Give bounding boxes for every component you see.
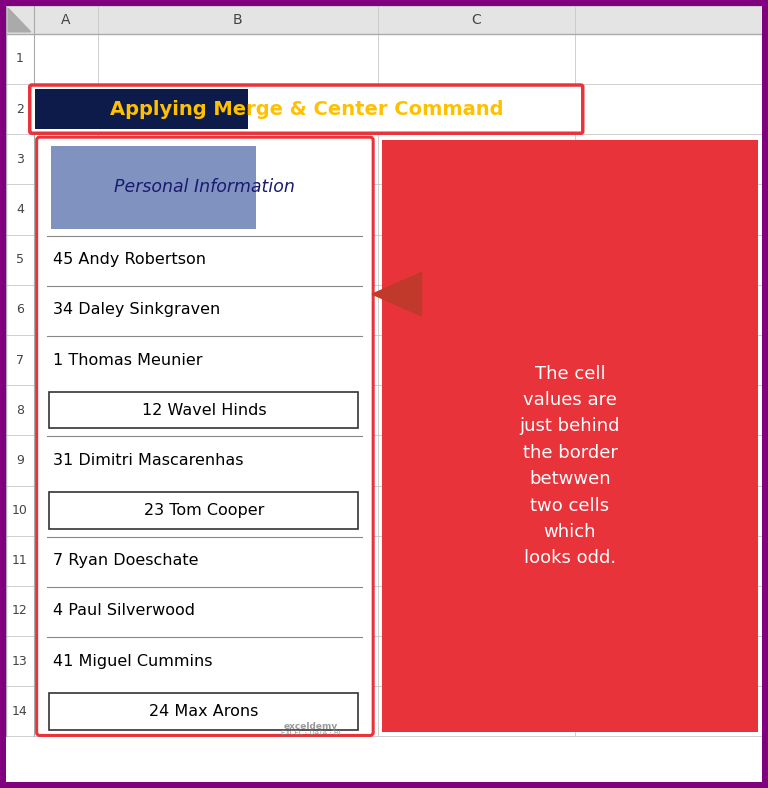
Bar (6, 84, 762, 134)
Bar (51, 146, 257, 229)
Bar (49, 392, 359, 429)
Text: 3: 3 (16, 153, 24, 165)
Bar (6, 536, 762, 586)
Text: 14: 14 (12, 704, 28, 718)
Text: exceldemy: exceldemy (284, 722, 339, 730)
Text: 41 Miguel Cummins: 41 Miguel Cummins (53, 654, 213, 669)
Text: 2: 2 (16, 102, 24, 116)
Bar (35, 89, 248, 129)
Text: 11: 11 (12, 554, 28, 567)
Text: B: B (233, 13, 243, 27)
Text: Personal Information: Personal Information (114, 178, 296, 196)
Text: 31 Dimitri Mascarenhas: 31 Dimitri Mascarenhas (53, 453, 244, 468)
Polygon shape (372, 273, 422, 316)
FancyBboxPatch shape (30, 85, 583, 133)
Text: 34 Daley Sinkgraven: 34 Daley Sinkgraven (53, 303, 220, 318)
Text: 7 Ryan Doeschate: 7 Ryan Doeschate (53, 553, 199, 568)
Text: 1 Thomas Meunier: 1 Thomas Meunier (53, 352, 203, 367)
Text: Applying Merge & Center Command: Applying Merge & Center Command (110, 99, 503, 119)
Bar (6, 134, 762, 184)
Bar (6, 435, 762, 485)
Bar (49, 693, 359, 730)
Text: 12 Wavel Hinds: 12 Wavel Hinds (141, 403, 266, 418)
Text: 5: 5 (16, 253, 24, 266)
Bar (6, 335, 762, 385)
Text: 4 Paul Silverwood: 4 Paul Silverwood (53, 604, 195, 619)
Bar (6, 235, 762, 284)
Text: 4: 4 (16, 203, 24, 216)
Bar (6, 284, 762, 335)
Polygon shape (8, 8, 31, 32)
Text: 13: 13 (12, 655, 28, 667)
Bar (382, 140, 758, 733)
Bar (6, 485, 762, 536)
Bar (6, 586, 762, 636)
Bar (6, 34, 762, 84)
Text: EXCEL · DATA · BI: EXCEL · DATA · BI (281, 730, 341, 735)
Text: 7: 7 (16, 354, 24, 366)
Text: 1: 1 (16, 53, 24, 65)
Text: 23 Tom Cooper: 23 Tom Cooper (144, 503, 264, 518)
Text: 10: 10 (12, 504, 28, 517)
Text: C: C (472, 13, 482, 27)
Text: 24 Max Arons: 24 Max Arons (149, 704, 259, 719)
Text: 45 Andy Robertson: 45 Andy Robertson (53, 252, 207, 267)
Bar (6, 686, 762, 737)
FancyBboxPatch shape (37, 137, 373, 735)
Bar (6, 184, 762, 235)
Text: 9: 9 (16, 454, 24, 467)
Bar (49, 492, 359, 529)
Text: 6: 6 (16, 303, 24, 316)
Text: A: A (61, 13, 71, 27)
Text: 12: 12 (12, 604, 28, 618)
Bar (6, 385, 762, 435)
Text: 8: 8 (16, 403, 24, 417)
Bar (6, 6, 762, 34)
Bar (6, 636, 762, 686)
Text: The cell
values are
just behind
the border
betwwen
two cells
which
looks odd.: The cell values are just behind the bord… (520, 365, 621, 567)
